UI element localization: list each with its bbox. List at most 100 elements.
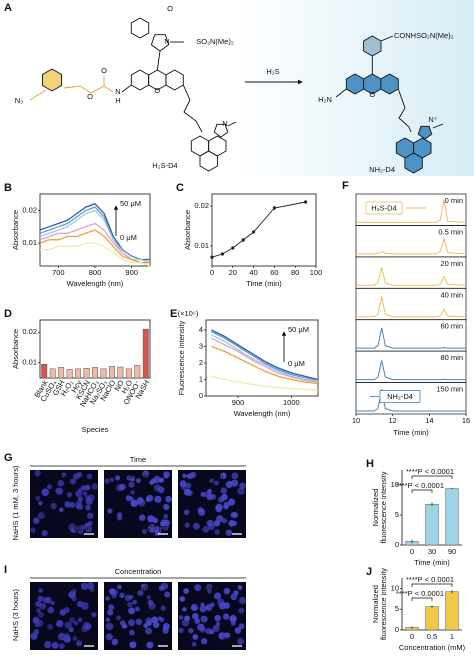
image-label: 1 mM (203, 584, 222, 593)
y-tick-label: 2 (199, 358, 203, 367)
cell-nucleus (233, 590, 239, 596)
row-label: NaHS (3 hours) (11, 588, 20, 641)
cell-nucleus (87, 512, 94, 519)
cell-nucleus (163, 474, 169, 479)
x-tick-label: 10 (352, 416, 360, 425)
cell-nucleus (58, 643, 65, 649)
annotation-box (379, 390, 421, 403)
bar (134, 364, 141, 379)
atom-label: N (164, 37, 169, 46)
cell-nucleus (30, 527, 36, 533)
bar (108, 366, 115, 379)
cell-nucleus (202, 491, 208, 498)
scale-bar-label: 25 μm (148, 635, 169, 644)
cell-nucleus (38, 611, 44, 618)
atom-label: SO₂N(Me)₂ (196, 37, 234, 46)
cell-nucleus (184, 522, 190, 528)
cell-nucleus (128, 481, 135, 488)
y-axis-label: Normalized (371, 489, 380, 527)
cell-nucleus (149, 480, 155, 485)
series-line (211, 334, 319, 382)
ring (208, 135, 227, 157)
cell-nucleus (146, 494, 154, 502)
cell-nucleus (162, 627, 169, 634)
cell-nucleus (200, 615, 208, 623)
cell-nucleus (214, 529, 220, 535)
cell-nucleus (164, 591, 171, 598)
panel-label: H (366, 458, 374, 470)
y-axis-label: Absorbance (183, 210, 192, 250)
trace-label: 150 min (436, 385, 463, 394)
cell-nucleus (39, 603, 47, 610)
x-tick-label: 0 (410, 547, 414, 556)
cell-nucleus (36, 608, 41, 613)
y-tick-label: 0.02 (22, 205, 37, 214)
y-axis-label: Fluorescence intensity (177, 320, 186, 395)
cell-nucleus (44, 596, 52, 604)
ring (213, 123, 229, 138)
cell-nucleus (37, 511, 45, 520)
y-unit: (×10⁵) (178, 309, 199, 318)
cell-nucleus (208, 523, 215, 531)
cell-nucleus (183, 488, 191, 496)
cell-nucleus (47, 606, 55, 614)
x-axis-label: Time (min) (414, 558, 450, 567)
cell-nucleus (220, 472, 227, 480)
cell-nucleus (44, 640, 52, 649)
cell-nucleus (34, 469, 41, 477)
cell-nucleus (190, 603, 198, 612)
x-tick-label: 0.5 (427, 632, 437, 641)
cell-nucleus (59, 609, 67, 616)
bond (182, 84, 203, 133)
cell-nucleus (223, 587, 231, 595)
x-axis-label: Time (min) (246, 279, 282, 288)
cell-nucleus (138, 514, 146, 521)
cell-nucleus (163, 503, 170, 511)
bond (335, 88, 347, 98)
bar (66, 369, 73, 379)
cell-nucleus (104, 478, 110, 485)
cell-nucleus (68, 627, 74, 633)
plot-frame (205, 319, 319, 397)
y-tick-label: 4 (199, 325, 203, 334)
cell-nucleus (129, 629, 135, 636)
series-line (39, 229, 150, 264)
cell-nucleus (84, 522, 92, 531)
cell-nucleus (222, 613, 230, 620)
scale-bar-label: 25 μm (74, 523, 95, 532)
plot-frame (211, 193, 317, 267)
cell-nucleus (145, 627, 152, 635)
trace (356, 267, 467, 286)
series-line (211, 329, 319, 381)
cell-nucleus (109, 477, 115, 483)
row-title: Time (130, 455, 146, 464)
x-tick-label: 0 (410, 632, 414, 641)
panel-label: A (4, 2, 12, 14)
x-tick-label: 100 (310, 268, 323, 277)
cell-nucleus (237, 637, 244, 645)
cell-nucleus (187, 473, 194, 480)
cell-nucleus (160, 605, 166, 611)
cell-nucleus (151, 616, 159, 624)
annotation: ****P < 0.0001 (396, 589, 444, 598)
bar (142, 328, 149, 379)
cell-nucleus (225, 529, 233, 536)
x-tick-label: 800 (89, 268, 102, 277)
cell-nucleus (91, 483, 99, 490)
cell-nucleus (207, 588, 212, 594)
cell-nucleus (218, 496, 225, 503)
cell-nucleus (157, 616, 162, 621)
atom-label: N (115, 87, 120, 96)
cell-nucleus (70, 478, 76, 485)
cell-nucleus (73, 620, 79, 626)
cell-nucleus (219, 602, 227, 610)
image-label: 0.5 mM (125, 584, 150, 593)
scale-bar-label: 25 μm (222, 523, 243, 532)
cell-nucleus (232, 520, 238, 526)
panel-label: G (4, 452, 13, 464)
series-line (39, 203, 150, 261)
cell-nucleus (33, 629, 40, 635)
trace (356, 360, 466, 381)
cell-nucleus (86, 582, 95, 590)
cell-nucleus (115, 475, 121, 481)
